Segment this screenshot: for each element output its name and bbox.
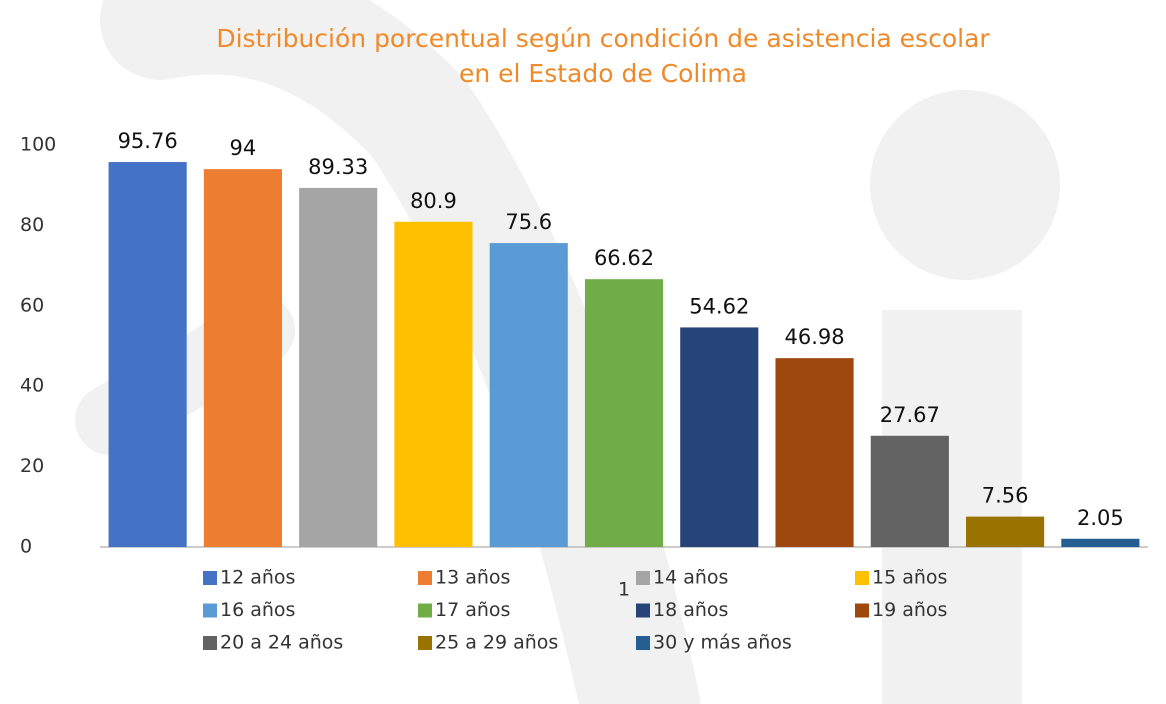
legend-swatch [203, 603, 217, 618]
legend-label: 12 años [220, 567, 295, 589]
legend-swatch [203, 571, 217, 585]
legend-label: 14 años [653, 567, 728, 589]
chart-title: Distribución porcentual según condición … [216, 24, 990, 53]
bar [489, 243, 568, 547]
bar [680, 327, 759, 547]
legend-label: 20 a 24 años [220, 632, 343, 654]
value-label: 89.33 [308, 155, 368, 179]
bar [870, 435, 949, 547]
bar [299, 187, 378, 547]
legend-label: 16 años [220, 599, 295, 621]
legend-label: 25 a 29 años [435, 632, 558, 654]
value-label: 27.67 [880, 403, 940, 427]
bar [203, 169, 282, 547]
bar [966, 516, 1045, 547]
x-tick-label: 1 [618, 579, 630, 601]
bar [1061, 538, 1140, 547]
value-label: 95.76 [118, 129, 178, 153]
value-label: 94 [230, 136, 257, 160]
bar [584, 279, 664, 547]
value-label: 80.9 [410, 189, 457, 213]
legend-label: 18 años [653, 599, 728, 621]
y-tick-label: 40 [20, 375, 44, 397]
legend-swatch [855, 603, 869, 618]
chart-title: en el Estado de Colima [459, 59, 747, 88]
legend-swatch [636, 636, 650, 650]
legend-swatch [418, 603, 432, 618]
y-tick-label: 0 [20, 536, 32, 558]
legend-label: 15 años [872, 567, 947, 589]
y-tick-label: 100 [20, 134, 56, 156]
legend-swatch [418, 636, 432, 650]
legend-swatch [203, 636, 217, 650]
legend-swatch [855, 571, 869, 585]
bar [775, 358, 854, 547]
value-label: 2.05 [1077, 506, 1124, 530]
legend-label: 30 y más años [653, 632, 792, 654]
legend-label: 19 años [872, 599, 947, 621]
legend-swatch [418, 571, 432, 585]
value-label: 54.62 [689, 294, 749, 318]
value-label: 7.56 [982, 484, 1029, 508]
legend-label: 17 años [435, 599, 510, 621]
legend-swatch [636, 571, 650, 585]
value-label: 75.6 [505, 210, 552, 234]
y-tick-label: 60 [20, 294, 44, 316]
value-label: 66.62 [594, 246, 654, 270]
y-tick-label: 80 [20, 214, 44, 236]
bar [108, 162, 187, 547]
legend-label: 13 años [435, 567, 510, 589]
bar [394, 221, 473, 548]
value-label: 46.98 [784, 325, 844, 349]
y-tick-label: 20 [20, 455, 44, 477]
legend-swatch [636, 603, 650, 618]
